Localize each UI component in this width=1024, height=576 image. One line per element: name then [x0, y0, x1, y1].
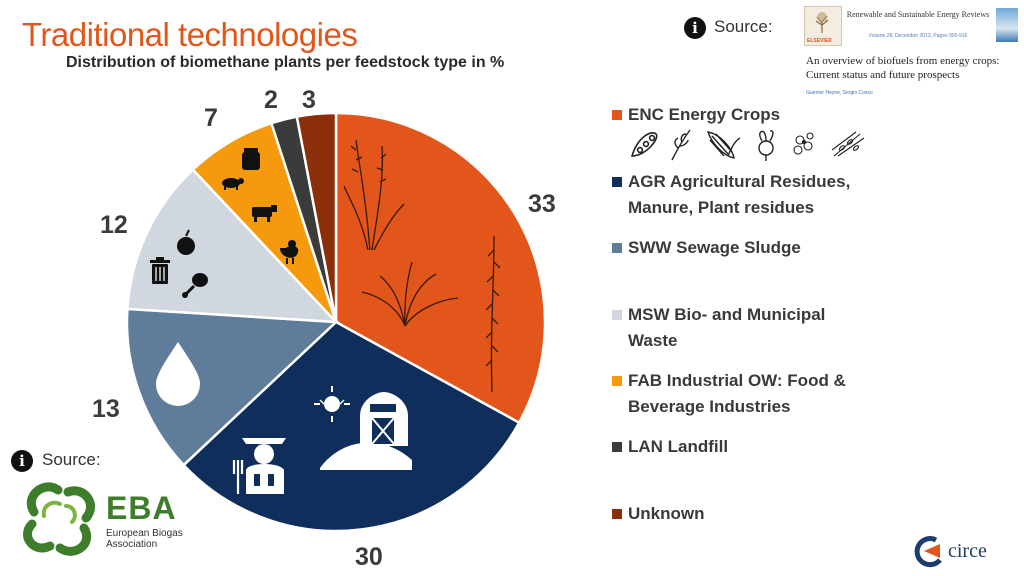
journal-name: Renewable and Sustainable Energy Reviews: [846, 10, 990, 19]
beet-icon: [758, 130, 774, 161]
legend-label-fab-1: FAB Industrial OW: Food &: [628, 371, 846, 390]
eba-swirl-icon: [23, 482, 95, 556]
circe-logo: circe: [912, 534, 1022, 570]
trash-food-icon: [150, 229, 208, 298]
journal-cover: [996, 8, 1018, 42]
elsevier-tree-icon: [815, 12, 829, 33]
pie-slice-msw: [126, 167, 340, 324]
eba-name: EBA: [106, 490, 177, 526]
legend-item-fab: FAB Industrial OW: Food & Beverage Indus…: [612, 368, 902, 420]
legend-item-msw: MSW Bio- and Municipal Waste: [612, 302, 902, 354]
legend-swatch-agr: [612, 177, 622, 187]
grass-plant-icon: [343, 139, 501, 393]
elsevier-logo: ELSEVIER: [804, 6, 842, 46]
crop-icons: [630, 129, 865, 161]
data-label-enc: 33: [528, 190, 556, 218]
grain-icon: [831, 131, 865, 157]
legend-item-sww: SWW Sewage Sludge: [612, 235, 902, 261]
legend-swatch-unk: [612, 509, 622, 519]
livestock-icon: [222, 148, 299, 264]
journal-volume: Volume 28, December 2013, Pages 900-916: [868, 33, 968, 39]
circe-name: circe: [948, 540, 987, 562]
legend-swatch-fab: [612, 376, 622, 386]
legend-label-agr-1: AGR Agricultural Residues,: [628, 172, 851, 191]
legend-swatch-enc: [612, 110, 622, 120]
legend-label-unk: Unknown: [628, 504, 705, 523]
legend-label-sww: SWW Sewage Sludge: [628, 238, 801, 257]
legend-item-lan: LAN Landfill: [612, 434, 902, 460]
data-label-agr: 30: [355, 543, 383, 571]
soybean-icon: [630, 132, 658, 157]
legend-label-enc: ENC Energy Crops: [628, 105, 781, 124]
info-icon-bottom[interactable]: i: [11, 450, 33, 472]
eba-full-name: European Biogas Association: [106, 528, 183, 550]
data-label-unk: 3: [302, 86, 316, 114]
publisher-name: ELSEVIER: [807, 38, 832, 44]
legend-label-msw-1: MSW Bio- and Municipal: [628, 305, 826, 324]
legend-label-msw-2: Waste: [628, 331, 678, 350]
water-drop-icon: [156, 342, 200, 406]
journal-reference[interactable]: ELSEVIER Renewable and Sustainable Energ…: [804, 6, 1018, 96]
data-label-fab: 7: [204, 104, 218, 132]
legend-label-lan: LAN Landfill: [628, 437, 729, 456]
info-icon[interactable]: i: [684, 17, 706, 39]
data-label-msw: 12: [100, 211, 128, 239]
article-authors: Guenter Heyne, Sergio Cossu: [806, 90, 873, 96]
legend-swatch-lan: [612, 442, 622, 452]
legend-item-unk: Unknown: [612, 501, 902, 527]
circe-mark-icon: [914, 536, 942, 568]
data-label-lan: 2: [264, 86, 278, 114]
legend-swatch-msw: [612, 310, 622, 320]
legend-item-agr: AGR Agricultural Residues, Manure, Plant…: [612, 169, 902, 221]
article-title: An overview of biofuels from energy crop…: [806, 55, 1000, 81]
legend-label-agr-2: Manure, Plant residues: [628, 198, 815, 217]
pie-slice-unk: [295, 111, 338, 323]
pie-slice-enc: [334, 111, 547, 425]
data-label-sww: 13: [92, 395, 120, 423]
farmer-barn-icon: [232, 386, 412, 494]
page-title: Traditional technologies: [22, 16, 358, 53]
corn-icon: [706, 131, 741, 159]
legend-item-enc: ENC Energy Crops: [612, 102, 902, 128]
source-label-top: Source:: [714, 17, 773, 36]
legend-swatch-sww: [612, 243, 622, 253]
chart-subtitle: Distribution of biomethane plants per fe…: [66, 54, 505, 71]
wheat-icon: [671, 129, 691, 161]
eba-logo[interactable]: EBA European Biogas Association: [14, 476, 234, 560]
legend-label-fab-2: Beverage Industries: [628, 397, 791, 416]
flower-icon: [793, 132, 814, 155]
source-label-bottom: Source:: [42, 450, 101, 469]
